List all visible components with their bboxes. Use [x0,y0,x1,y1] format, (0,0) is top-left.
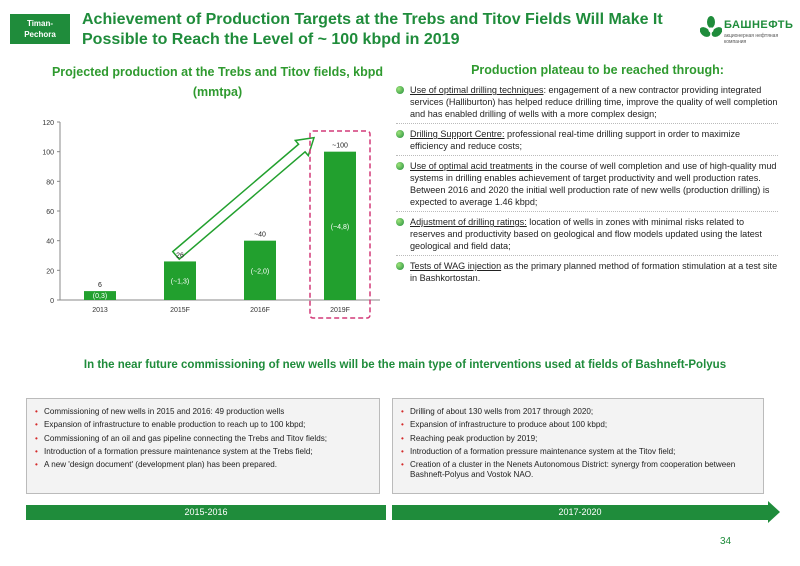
plateau-item: Tests of WAG injection as the primary pl… [396,260,778,287]
highlight-box [309,130,371,319]
logo-text: БАШНЕФТЬ [724,19,794,31]
bullet-icon [396,162,404,170]
logo-subtitle: акционерная нефтяная компания [724,33,779,45]
plan-2015-2016-box: Commissioning of new wells in 2015 and 2… [26,398,380,494]
plan-item: Reaching peak production by 2019; [401,434,757,445]
plateau-item: Use of optimal drilling techniques: enga… [396,84,778,124]
plateau-item: Adjustment of drilling ratings: location… [396,216,778,256]
bar [84,291,116,300]
plateau-item-lead: Drilling Support Centre: [410,129,505,139]
plan-item: Expansion of infrastructure to produce a… [401,420,757,431]
x-tick-label: 2015F [170,307,190,314]
bar [324,151,356,300]
chart-title: Projected production at the Trebs and Ti… [51,65,384,99]
x-tick-label: 2016F [250,307,270,314]
plateau-item-lead: Tests of WAG injection [410,261,502,271]
y-tick-label: 20 [46,268,54,275]
plan-item: Introduction of a formation pressure mai… [401,447,757,458]
bar-secondary-label: (0,3) [93,293,107,300]
region-badge: Timan- Pechora [10,14,70,44]
bar-value-label: 26 [176,252,184,259]
plan-2017-2020-box: Drilling of about 130 wells from 2017 th… [392,398,764,494]
bar-value-label: 6 [98,282,102,289]
plan-item: Drilling of about 130 wells from 2017 th… [401,407,757,418]
plateau-list: Use of optimal drilling techniques: enga… [396,84,778,291]
page-number: 34 [720,536,732,547]
x-tick-label: 2019F [330,307,350,314]
plateau-item-lead: Use of optimal drilling techniques [410,85,544,95]
plateau-item-lead: Adjustment of drilling ratings: [410,217,527,227]
bar-secondary-label: (~4,8) [331,224,349,231]
bar [164,261,196,300]
company-logo: БАШНЕФТЬ акционерная нефтяная компания [700,14,795,45]
y-tick-label: 80 [46,179,54,186]
plan-item: Creation of a cluster in the Nenets Auto… [401,460,757,481]
y-tick-label: 0 [50,298,54,305]
bar [244,240,276,300]
plateau-item-text: in the course of well completion and use… [410,161,777,207]
bar-secondary-label: (~1,3) [171,279,189,286]
plateau-item-text: professional real-time drilling support … [410,129,741,151]
y-tick-label: 60 [46,209,54,216]
y-tick-label: 120 [42,120,54,127]
plateau-item-text: location of wells in zones with minimal … [410,217,762,251]
plateau-item-lead: Use of optimal acid treatments [410,161,533,171]
trend-arrow-icon [171,136,316,261]
plan-item: Commissioning of an oil and gas pipeline… [35,434,373,445]
timeline-arrow-icon [768,501,780,523]
y-tick-label: 100 [42,150,54,157]
plan-item: Expansion of infrastructure to enable pr… [35,420,373,431]
production-bar-chart: 0 20 40 60 80 100 120 6 (0,3) 2013 26 (~1,3) 2015F ~4… [42,120,380,319]
plateau-title: Production plateau to be reached through… [471,63,724,77]
plan-item: Introduction of a formation pressure mai… [35,447,373,458]
bar-value-label: ~40 [254,232,266,239]
x-tick-label: 2013 [92,307,108,314]
near-future-heading: In the near future commissioning of new … [83,359,727,371]
plan-item: A new 'design document' (development pla… [35,460,373,471]
plateau-item-text: as the primary planned method of formati… [410,261,778,283]
bar-secondary-label: (~2,0) [251,268,269,275]
bullet-icon [396,262,404,270]
bullet-icon [396,130,404,138]
bar-value-label: ~100 [332,143,348,150]
plateau-item: Use of optimal acid treatments in the co… [396,160,778,212]
plan-item: Commissioning of new wells in 2015 and 2… [35,407,373,418]
bullet-icon [396,218,404,226]
timeline-2015-2016: 2015-2016 [26,505,386,520]
page-title: Achievement of Production Targets at the… [82,11,663,48]
plateau-item-text: : engagement of a new contractor providi… [410,85,778,119]
bullet-icon [396,86,404,94]
y-tick-label: 40 [46,239,54,246]
timeline-2017-2020: 2017-2020 [392,505,768,520]
logo-icon [700,16,722,37]
plateau-item: Drilling Support Centre: professional re… [396,128,778,156]
